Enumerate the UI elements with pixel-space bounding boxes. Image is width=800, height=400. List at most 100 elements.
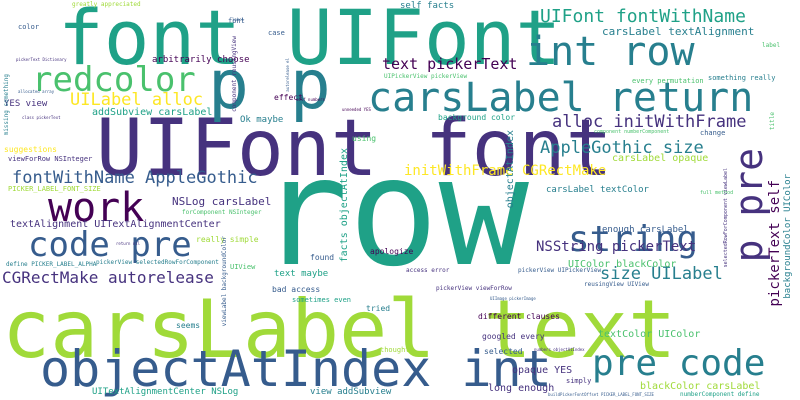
word: bad access	[272, 285, 321, 294]
word: simply	[566, 377, 592, 385]
word: label	[762, 42, 781, 49]
word: background color	[438, 113, 516, 122]
word: return nil	[116, 241, 141, 246]
word: UIFont font	[96, 104, 613, 194]
word: reusingView UIView	[584, 281, 650, 288]
word: viewForRow NSInteger	[8, 155, 93, 163]
word: font	[228, 17, 245, 25]
word: missing something	[3, 74, 10, 136]
word: define PICKER_LABEL_ALPHA	[6, 261, 97, 268]
word: googled every	[482, 332, 545, 341]
word: int row	[526, 29, 695, 75]
word: different clauses	[478, 312, 560, 321]
word: Ok maybe	[240, 115, 284, 125]
word: row	[258, 126, 529, 300]
word: CGRectMake autorelease	[2, 268, 214, 287]
word: class pickerText	[22, 115, 61, 120]
word: objectAtIndex	[505, 130, 516, 209]
word: YES view	[4, 99, 48, 109]
word: buildPickerFontOffset PICKER_LABEL_FONT_…	[548, 392, 654, 397]
word: p p	[208, 46, 331, 125]
word: component reusingView	[231, 36, 238, 112]
word: using	[352, 134, 377, 143]
word: pickerText self	[767, 180, 783, 307]
word: code pre	[28, 225, 192, 265]
word: allocated array	[18, 89, 55, 94]
word: carsLabel return	[368, 75, 754, 121]
word: alloc initWithFrame	[552, 112, 747, 132]
word: pickerView viewForRow	[436, 285, 512, 292]
word: forComponent NSInteger	[182, 209, 262, 216]
word: access error	[406, 267, 450, 274]
word: opaque YES	[512, 365, 573, 376]
word: UIView	[230, 263, 256, 271]
word: addSubview carsLabel	[92, 107, 213, 118]
word: carsLabel opaque	[612, 153, 709, 164]
word: carsLabel textColor	[546, 185, 649, 195]
word: textAlignment UITextAlignmentCenter	[10, 219, 221, 230]
word: apologize	[370, 247, 414, 256]
word: arbitrarily choose	[152, 55, 250, 65]
word: carsLabel text	[2, 283, 677, 376]
word: UIImage pickerImage	[490, 296, 536, 301]
word: text pickerText	[382, 55, 518, 73]
word: label	[232, 17, 245, 22]
word: long enough	[488, 383, 555, 394]
word: size UILabel	[600, 264, 723, 284]
word: fontWithName AppleGothic	[12, 168, 258, 188]
word: UITextAlignmentCenter NSLog	[92, 387, 239, 397]
word: pickerView UIPickerView	[518, 267, 602, 274]
word: p pre	[727, 148, 771, 263]
word: facts objectAtIndex	[339, 148, 350, 263]
word: NSString pickerText	[536, 239, 697, 255]
word: viewLabel backgroundColor	[221, 236, 228, 327]
word: UILabel alloc	[70, 90, 204, 110]
word: tried	[366, 304, 391, 313]
word: numberComponent define	[680, 391, 760, 398]
word: change	[700, 129, 726, 137]
word: backgroundColor UIColor	[783, 174, 793, 299]
word: suggestions	[4, 145, 57, 154]
word: textColor UIColor	[598, 329, 701, 340]
word: NSLog carsLabel	[172, 195, 272, 208]
word: selectedRowForComponent viewLabel	[723, 168, 729, 268]
word: self numbers	[296, 97, 325, 102]
word: blackColor carsLabel	[640, 381, 761, 392]
word: found	[310, 253, 335, 262]
word: initWithFrame CGRectMake	[404, 163, 607, 179]
word: title	[769, 112, 776, 131]
word: really simple	[196, 235, 259, 244]
word: unneeded YES	[342, 107, 371, 112]
word: thought	[380, 346, 410, 354]
word: pickerText Dictionary	[16, 57, 67, 62]
word: case	[268, 29, 285, 37]
word: sometimes even	[292, 296, 352, 304]
word: redcolor	[32, 60, 196, 100]
word: component numberComponent	[594, 129, 670, 135]
word: autorelease el	[285, 58, 290, 92]
word: PICKER_LABEL_FONT_SIZE	[8, 185, 101, 193]
word: UIColor blackColor	[568, 259, 677, 270]
word: font UIFont	[58, 0, 562, 82]
word: enough carsLabel	[602, 225, 689, 235]
word: UIFont fontWithName	[540, 6, 746, 27]
word: self facts	[400, 1, 455, 11]
word: something really	[708, 74, 776, 82]
word: carsLabel textAlignment	[602, 25, 755, 38]
word: work	[48, 185, 145, 231]
word: numbers objectAtIndex	[534, 347, 585, 352]
word: text maybe	[274, 269, 329, 279]
word: objectAtIndex int	[40, 340, 552, 398]
word: full method	[700, 190, 734, 196]
word: color	[18, 23, 40, 31]
word: pickerView selectedRowForComponent	[96, 259, 219, 266]
word: view addSubview	[310, 387, 392, 397]
word: selected	[484, 347, 523, 356]
word: greatly appreciated	[72, 1, 141, 8]
word: string	[568, 219, 699, 260]
word: UIPickerView pickerView	[384, 73, 468, 80]
word: every permutation	[632, 77, 704, 85]
word: pre code	[592, 343, 766, 384]
word: effect	[274, 93, 303, 102]
